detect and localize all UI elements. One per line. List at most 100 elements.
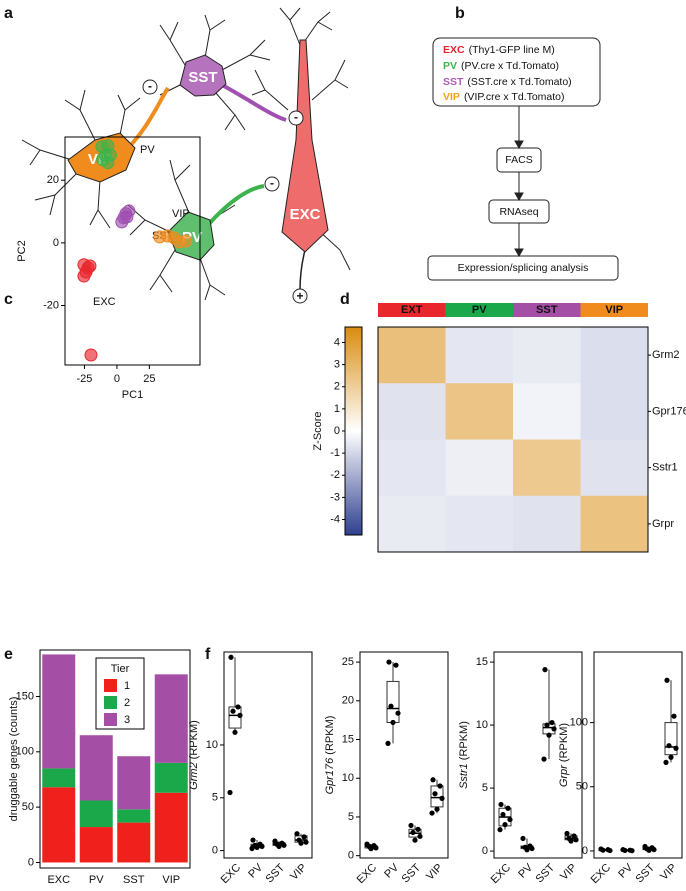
- legend-label: 1: [124, 680, 130, 692]
- point: [303, 839, 309, 845]
- y-axis-title: Grpr (RPKM): [558, 723, 570, 787]
- point: [432, 791, 438, 797]
- point: [179, 234, 193, 248]
- point: [629, 848, 635, 854]
- row-label: Sstr1: [652, 462, 678, 474]
- colorbar-tick-label: 1: [334, 403, 340, 415]
- axes-frame: [593, 651, 683, 859]
- sign: -: [294, 110, 298, 124]
- point: [600, 847, 606, 853]
- x-tick-label: PV: [616, 861, 635, 880]
- point: [237, 712, 243, 718]
- y-axis-unit: (RPKM): [188, 720, 200, 759]
- sign-circle: [142, 79, 158, 95]
- legend-swatch: [104, 696, 117, 709]
- point: [386, 659, 392, 665]
- cluster-label: PV: [140, 144, 155, 156]
- bar-segment: [154, 762, 188, 793]
- bar-segment: [79, 800, 113, 828]
- source-line: EXC (Thy1-GFP line M): [443, 44, 555, 56]
- legend-swatch: [104, 713, 117, 726]
- axes-frame: [223, 651, 313, 859]
- x-tick-label: EXC: [219, 862, 244, 887]
- y-tick-label: 15: [476, 656, 488, 668]
- y-tick-label: 20: [47, 174, 59, 186]
- point: [668, 754, 674, 760]
- point: [84, 348, 98, 362]
- x-tick-label: SST: [400, 862, 424, 886]
- point: [666, 743, 672, 749]
- y-axis-unit: (RPKM): [558, 723, 570, 762]
- point: [301, 834, 307, 840]
- point: [393, 662, 399, 668]
- colorbar-tick-label: 2: [334, 381, 340, 393]
- point: [646, 847, 652, 853]
- y-tick-label: 10: [342, 772, 354, 784]
- bar-segment: [117, 756, 151, 810]
- point: [415, 826, 421, 832]
- point: [507, 816, 513, 823]
- x-tick-label: 0: [114, 373, 120, 385]
- point: [395, 710, 401, 716]
- point: [390, 719, 396, 726]
- x-tick-label: VIP: [288, 862, 309, 883]
- bar-segment: [79, 735, 113, 801]
- colorbar: [344, 326, 363, 536]
- point: [230, 708, 236, 714]
- y-axis-gene: Grm2: [188, 762, 200, 790]
- x-tick-label: VIP: [558, 862, 579, 883]
- point: [529, 845, 535, 852]
- sign: -: [148, 79, 152, 93]
- point: [235, 704, 241, 710]
- heat-cell: [445, 439, 514, 497]
- panel-label: e: [4, 646, 13, 663]
- y-axis-unit: (RPKM): [458, 721, 470, 760]
- y-tick-label: 5: [482, 782, 488, 794]
- colorbar-tick-label: -4: [330, 513, 340, 525]
- x-tick-label: PV: [246, 861, 265, 880]
- dendrites: [159, 14, 271, 131]
- y-tick-label: 100: [16, 746, 34, 758]
- point: [564, 830, 570, 837]
- heat-cell: [513, 383, 581, 440]
- y-axis-gene: Sstr1: [458, 763, 470, 789]
- heat-cell: [580, 439, 649, 497]
- y-tick-label: 20: [342, 695, 354, 707]
- source-abbr: VIP: [443, 91, 460, 103]
- step-box: [427, 255, 619, 281]
- source-desc: (SST.cre x Td.Tomato): [467, 76, 571, 88]
- point: [502, 822, 508, 828]
- source-line: VIP (VIP.cre x Td.Tomato): [443, 91, 565, 103]
- heat-cell: [378, 439, 446, 497]
- dendrites: [21, 89, 141, 229]
- point: [505, 805, 511, 811]
- y-tick-label: 10: [206, 739, 218, 751]
- legend-title: Tier: [111, 663, 130, 675]
- source-desc: (Thy1-GFP line M): [469, 44, 555, 56]
- panel-label: d: [340, 291, 350, 308]
- y-tick-label: 10: [476, 719, 488, 731]
- box: [386, 680, 400, 723]
- colorbar-tick-label: 3: [334, 359, 340, 371]
- x-tick-label: SST: [264, 862, 288, 886]
- point: [294, 831, 300, 837]
- y-tick-label: 50: [22, 801, 34, 813]
- source-abbr: EXC: [443, 44, 465, 56]
- x-tick-label: SST: [634, 862, 658, 886]
- source-line: PV (PV.cre x Td.Tomato): [443, 60, 559, 72]
- x-tick-label: EXC: [47, 874, 70, 886]
- heat-cell: [378, 327, 446, 384]
- column-label: SST: [536, 304, 558, 316]
- y-axis-gene: Grpr: [558, 764, 570, 787]
- x-tick-label: VIP: [658, 862, 679, 883]
- x-tick-label: VIP: [162, 874, 180, 886]
- bar-segment: [117, 809, 151, 823]
- y-tick-label: 0: [28, 856, 34, 868]
- y-tick-label: 0: [212, 845, 218, 857]
- bar-segment: [42, 768, 76, 788]
- x-tick-label: 25: [143, 373, 155, 385]
- colorbar-tick-label: 4: [334, 336, 340, 348]
- point: [96, 153, 110, 167]
- colorbar-tick-label: -1: [330, 447, 340, 459]
- colorbar-title: Z-Score: [312, 411, 324, 450]
